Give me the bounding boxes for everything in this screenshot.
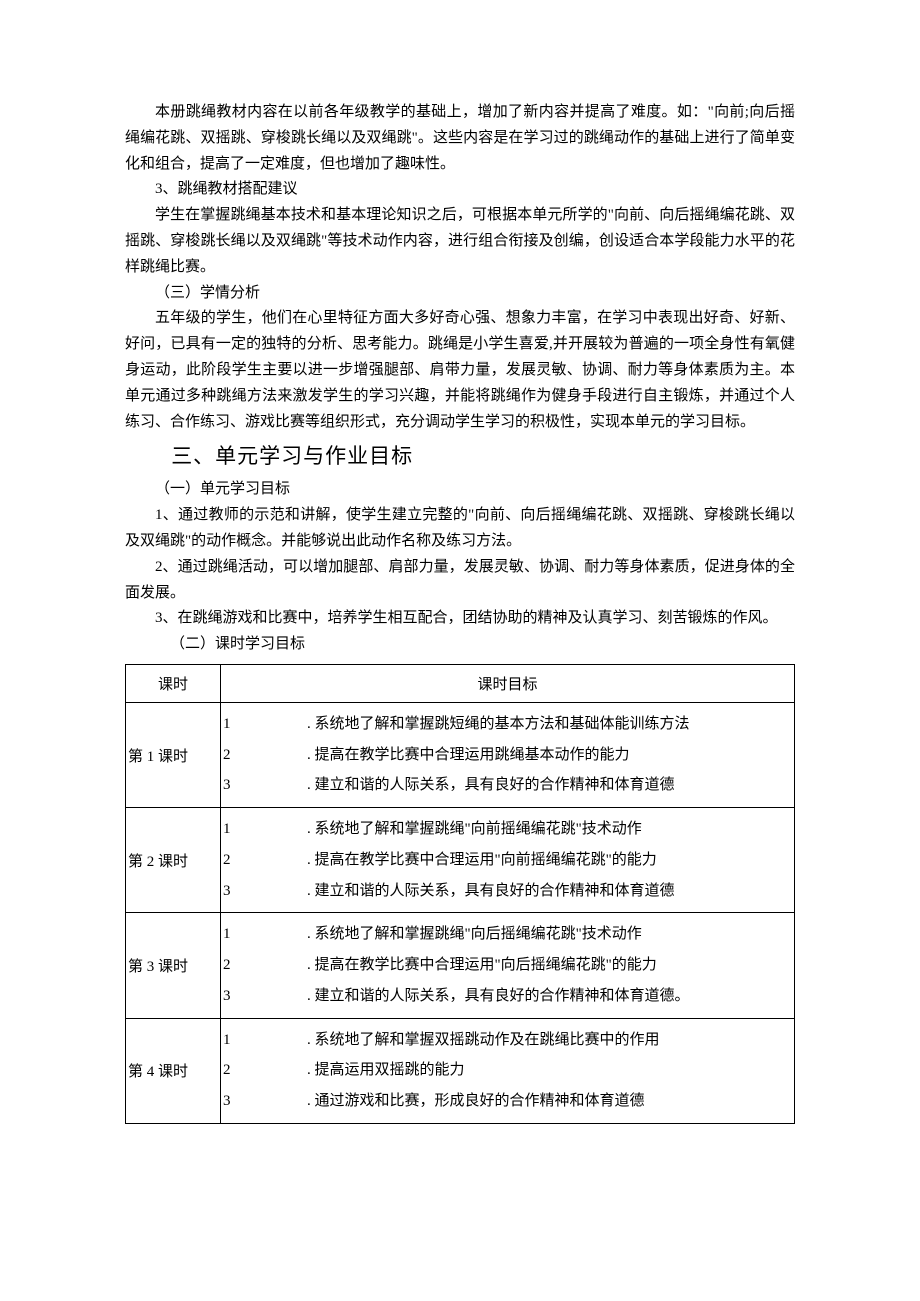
goal-text: . 建立和谐的人际关系，具有良好的合作精神和体育道德 (307, 883, 675, 899)
table-header-goal: 课时目标 (221, 664, 795, 702)
goal-number: 3 (223, 876, 235, 907)
section-heading-3: 三、单元学习与作业目标 (125, 435, 795, 477)
goal-number: 3 (223, 770, 235, 801)
paragraph-sub3-body: 学生在掌握跳绳基本技术和基本理论知识之后，可根据本单元所学的"向前、向后摇绳编花… (125, 203, 795, 280)
goal-line: 1 . 系统地了解和掌握跳绳"向后摇绳编花跳"技术动作 (223, 919, 792, 950)
document-page: 本册跳绳教材内容在以前各年级教学的基础上，增加了新内容并提高了难度。如："向前;… (0, 0, 920, 1244)
goals-cell: 1 . 系统地了解和掌握双摇跳动作及在跳绳比赛中的作用 2 . 提高运用双摇跳的能力 3… (221, 1018, 795, 1123)
lesson-goals-table: 课时 课时目标 第 1 课时1. 系统地了解和掌握跳短绳的基本方法和基础体能训练… (125, 664, 795, 1124)
goal-line: 3 . 通过游戏和比赛，形成良好的合作精神和体育道德 (223, 1086, 792, 1117)
goal-line: 3 . 建立和谐的人际关系，具有良好的合作精神和体育道德 (223, 876, 792, 907)
table-row: 第 1 课时1 . 系统地了解和掌握跳短绳的基本方法和基础体能训练方法 2 . 提高在… (126, 702, 795, 807)
paragraph-analysis-body: 五年级的学生，他们在心里特征方面大多好奇心强、想象力丰富，在学习中表现出好奇、好… (125, 306, 795, 435)
goal-text: . 系统地了解和掌握双摇跳动作及在跳绳比赛中的作用 (307, 1032, 660, 1048)
goal-text: . 提高在教学比赛中合理运用跳绳基本动作的能力 (307, 747, 630, 763)
goal-line: 2 . 提高运用双摇跳的能力 (223, 1055, 792, 1086)
goal-number: 1 (223, 919, 235, 950)
goal-line: 1 . 系统地了解和掌握跳短绳的基本方法和基础体能训练方法 (223, 709, 792, 740)
goal-text: . 建立和谐的人际关系，具有良好的合作精神和体育道德 (307, 777, 675, 793)
goal-number: 2 (223, 845, 235, 876)
goal-number: 2 (223, 1055, 235, 1086)
goal-line: 2 . 提高在教学比赛中合理运用跳绳基本动作的能力 (223, 740, 792, 771)
lesson-cell: 第 4 课时 (126, 1018, 221, 1123)
lesson-cell: 第 3 课时 (126, 913, 221, 1018)
goal-number: 3 (223, 1086, 235, 1117)
goal-text: . 提高在教学比赛中合理运用"向后摇绳编花跳"的能力 (307, 957, 657, 973)
goal-number: 2 (223, 740, 235, 771)
goal-text: . 提高运用双摇跳的能力 (307, 1062, 465, 1078)
goal-line: 1 . 系统地了解和掌握双摇跳动作及在跳绳比赛中的作用 (223, 1025, 792, 1056)
goal-line: 2 . 提高在教学比赛中合理运用"向后摇绳编花跳"的能力 (223, 950, 792, 981)
goals-cell: 1 . 系统地了解和掌握跳短绳的基本方法和基础体能训练方法 2 . 提高在教学比赛中合… (221, 702, 795, 807)
table-row: 第 3 课时1 . 系统地了解和掌握跳绳"向后摇绳编花跳"技术动作 2 . 提高在教学… (126, 913, 795, 1018)
paragraph-goal-1: 1、通过教师的示范和讲解，使学生建立完整的"向前、向后摇绳编花跳、双摇跳、穿梭跳… (125, 503, 795, 555)
goal-number: 1 (223, 709, 235, 740)
goals-cell: 1 . 系统地了解和掌握跳绳"向前摇绳编花跳"技术动作 2 . 提高在教学比赛中合理运… (221, 808, 795, 913)
lesson-cell: 第 2 课时 (126, 808, 221, 913)
paragraph-unit-goal-head: （一）单元学习目标 (125, 477, 795, 503)
paragraph-intro: 本册跳绳教材内容在以前各年级教学的基础上，增加了新内容并提高了难度。如："向前;… (125, 100, 795, 177)
goal-line: 1 . 系统地了解和掌握跳绳"向前摇绳编花跳"技术动作 (223, 814, 792, 845)
goal-number: 1 (223, 814, 235, 845)
goal-text: . 提高在教学比赛中合理运用"向前摇绳编花跳"的能力 (307, 852, 657, 868)
goal-number: 1 (223, 1025, 235, 1056)
paragraph-goal-3: 3、在跳绳游戏和比赛中，培养学生相互配合，团结协助的精神及认真学习、刻苦锻炼的作… (125, 606, 795, 632)
lesson-cell: 第 1 课时 (126, 702, 221, 807)
goals-cell: 1 . 系统地了解和掌握跳绳"向后摇绳编花跳"技术动作 2 . 提高在教学比赛中合理运… (221, 913, 795, 1018)
goal-number: 2 (223, 950, 235, 981)
paragraph-goal-2: 2、通过跳绳活动，可以增加腿部、肩部力量，发展灵敏、协调、耐力等身体素质，促进身… (125, 555, 795, 607)
goal-line: 3 . 建立和谐的人际关系，具有良好的合作精神和体育道德。 (223, 981, 792, 1012)
goal-text: . 系统地了解和掌握跳绳"向后摇绳编花跳"技术动作 (307, 926, 642, 942)
goal-text: . 系统地了解和掌握跳绳"向前摇绳编花跳"技术动作 (307, 821, 642, 837)
goal-text: . 建立和谐的人际关系，具有良好的合作精神和体育道德。 (307, 988, 690, 1004)
table-row: 第 2 课时1 . 系统地了解和掌握跳绳"向前摇绳编花跳"技术动作 2 . 提高在教学… (126, 808, 795, 913)
table-header-lesson: 课时 (126, 664, 221, 702)
goal-text: . 系统地了解和掌握跳短绳的基本方法和基础体能训练方法 (307, 716, 690, 732)
paragraph-sub3: 3、跳绳教材搭配建议 (125, 177, 795, 203)
table-header-row: 课时 课时目标 (126, 664, 795, 702)
table-row: 第 4 课时1 . 系统地了解和掌握双摇跳动作及在跳绳比赛中的作用 2 . 提高运用双… (126, 1018, 795, 1123)
goal-line: 2 . 提高在教学比赛中合理运用"向前摇绳编花跳"的能力 (223, 845, 792, 876)
paragraph-analysis-head: （三）学情分析 (125, 281, 795, 307)
goal-number: 3 (223, 981, 235, 1012)
goal-line: 3 . 建立和谐的人际关系，具有良好的合作精神和体育道德 (223, 770, 792, 801)
paragraph-lesson-goal-head: （二）课时学习目标 (125, 632, 795, 658)
goal-text: . 通过游戏和比赛，形成良好的合作精神和体育道德 (307, 1093, 645, 1109)
